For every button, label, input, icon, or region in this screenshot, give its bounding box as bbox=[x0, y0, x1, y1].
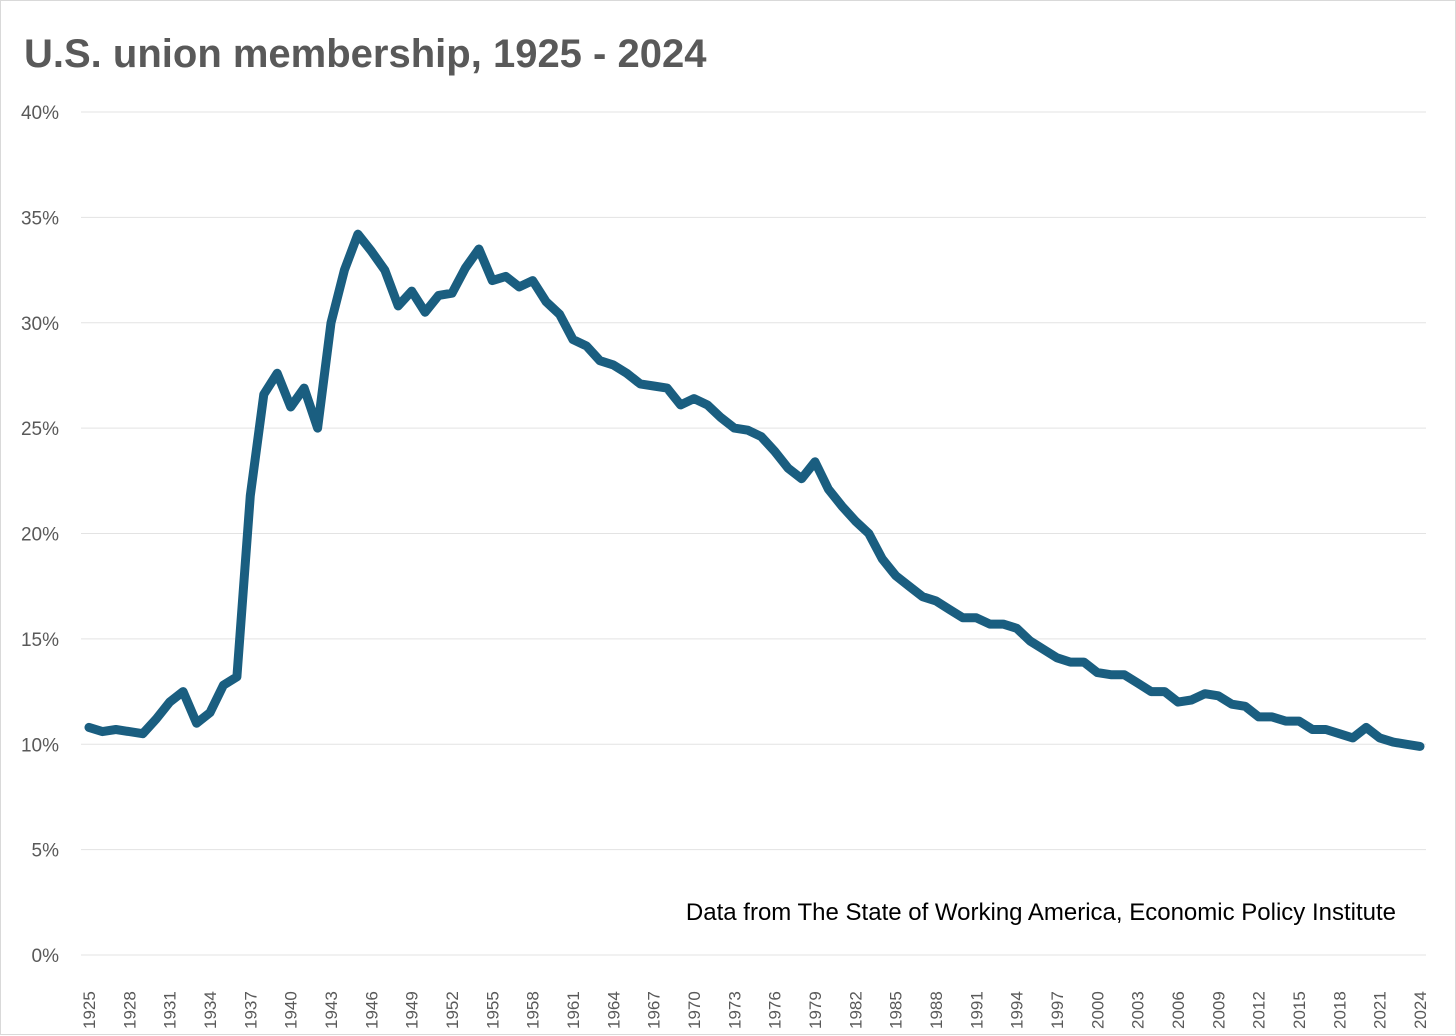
x-axis-ticks: 1925 1928 1931 1934 1937 1940 1943 1946 1949 1952… bbox=[80, 991, 1430, 1029]
x-tick-label-1943: 1943 bbox=[322, 991, 341, 1029]
x-tick-label-1985: 1985 bbox=[887, 991, 906, 1029]
x-tick-label-1940: 1940 bbox=[282, 991, 301, 1029]
gridlines bbox=[81, 111, 1426, 956]
series-layer bbox=[84, 229, 1425, 751]
x-tick-label-2012: 2012 bbox=[1250, 991, 1269, 1029]
x-tick-label-1937: 1937 bbox=[241, 991, 260, 1029]
y-tick-label-25: 25% bbox=[21, 419, 59, 440]
x-tick-label-2006: 2006 bbox=[1169, 991, 1188, 1029]
x-tick-label-1973: 1973 bbox=[725, 991, 744, 1029]
x-tick-label-1979: 1979 bbox=[806, 991, 825, 1029]
x-tick-label-2000: 2000 bbox=[1088, 991, 1107, 1029]
x-tick-label-1934: 1934 bbox=[201, 991, 220, 1029]
x-tick-label-1988: 1988 bbox=[927, 991, 946, 1029]
y-tick-label-15: 15% bbox=[21, 630, 59, 651]
x-tick-label-2018: 2018 bbox=[1330, 991, 1349, 1029]
y-tick-label-30: 30% bbox=[21, 314, 59, 335]
x-tick-label-1946: 1946 bbox=[362, 991, 381, 1029]
x-tick-label-1958: 1958 bbox=[524, 991, 543, 1029]
x-tick-label-1967: 1967 bbox=[645, 991, 664, 1029]
x-tick-label-1991: 1991 bbox=[967, 991, 986, 1029]
y-tick-label-40: 40% bbox=[21, 103, 59, 124]
x-tick-label-1931: 1931 bbox=[161, 991, 180, 1029]
x-tick-label-1961: 1961 bbox=[564, 991, 583, 1029]
series-line-0 bbox=[84, 229, 1425, 751]
y-axis-ticks: 0% 5% 10% 15% 20% 25% 30% 35% 40% bbox=[21, 103, 59, 967]
y-tick-label-35: 35% bbox=[21, 208, 59, 229]
x-tick-label-1976: 1976 bbox=[766, 991, 785, 1029]
x-tick-label-2003: 2003 bbox=[1129, 991, 1148, 1029]
x-tick-label-1955: 1955 bbox=[483, 991, 502, 1029]
y-tick-label-5: 5% bbox=[32, 841, 60, 862]
y-tick-label-0: 0% bbox=[32, 946, 60, 967]
x-tick-label-1952: 1952 bbox=[443, 991, 462, 1029]
x-tick-label-2021: 2021 bbox=[1371, 991, 1390, 1029]
x-tick-label-2015: 2015 bbox=[1290, 991, 1309, 1029]
y-tick-label-20: 20% bbox=[21, 525, 59, 546]
y-tick-label-10: 10% bbox=[21, 735, 59, 756]
x-tick-label-2024: 2024 bbox=[1411, 991, 1430, 1029]
x-tick-label-1970: 1970 bbox=[685, 991, 704, 1029]
x-tick-label-1928: 1928 bbox=[120, 991, 139, 1029]
x-tick-label-1964: 1964 bbox=[604, 991, 623, 1029]
x-tick-label-2009: 2009 bbox=[1209, 991, 1228, 1029]
x-tick-label-1982: 1982 bbox=[846, 991, 865, 1029]
x-tick-label-1997: 1997 bbox=[1048, 991, 1067, 1029]
x-tick-label-1949: 1949 bbox=[403, 991, 422, 1029]
x-tick-label-1925: 1925 bbox=[80, 991, 99, 1029]
chart-title: U.S. union membership, 1925 - 2024 bbox=[24, 32, 707, 76]
x-tick-label-1994: 1994 bbox=[1008, 991, 1027, 1029]
source-note: Data from The State of Working America, … bbox=[686, 899, 1396, 926]
